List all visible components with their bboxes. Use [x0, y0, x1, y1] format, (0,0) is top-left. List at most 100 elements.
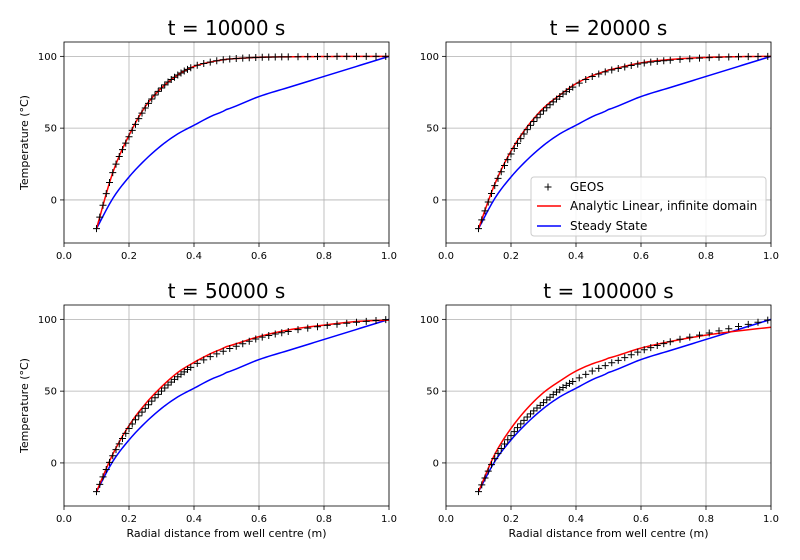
- data-point: [245, 54, 253, 62]
- data-point: [647, 58, 655, 66]
- data-point: [530, 117, 538, 125]
- x-tick-label: 1.0: [381, 514, 397, 525]
- data-point: [353, 318, 360, 326]
- data-point: [517, 135, 525, 143]
- data-point: [115, 440, 123, 448]
- data-point: [372, 52, 380, 60]
- legend-label-steady-state: Steady State: [570, 219, 647, 233]
- x-tick-label: 0.2: [121, 514, 137, 525]
- legend-frame: [530, 176, 767, 237]
- legend-label-analytic: Analytic Linear, infinite domain: [570, 199, 757, 213]
- y-tick-label: 0: [51, 195, 57, 206]
- data-point: [122, 139, 130, 147]
- data-point: [206, 58, 214, 66]
- data-point: [343, 52, 351, 60]
- data-point: [517, 420, 525, 428]
- data-point: [543, 104, 551, 112]
- data-point: [99, 201, 107, 209]
- axes-frame: [63, 304, 390, 507]
- data-point: [122, 429, 130, 437]
- data-point: [219, 347, 227, 355]
- x-tick-label: 0.2: [503, 514, 519, 525]
- data-point: [145, 401, 152, 409]
- data-point: [725, 325, 733, 333]
- data-point: [154, 390, 162, 398]
- subplot-title: t = 10000 s: [168, 16, 286, 40]
- series-line-steady-state: [95, 318, 389, 492]
- data-point: [640, 346, 648, 354]
- data-point: [744, 53, 752, 61]
- plot-area: 0.0 0.2 0.4 0.6 0.8 1.0 0 50 100: [38, 41, 397, 262]
- data-point: [96, 213, 104, 221]
- x-tick-label: 0.4: [568, 251, 584, 262]
- data-point: [501, 162, 508, 170]
- data-point: [510, 145, 518, 153]
- x-axis-label: Radial distance from well centre (m): [127, 527, 327, 540]
- series-line-analytic-linear-infinite-domain: [477, 326, 771, 492]
- x-tick-label: 0.8: [316, 514, 332, 525]
- data-point: [232, 342, 240, 350]
- x-axis-label: Radial distance from well centre (m): [509, 527, 709, 540]
- data-point: [314, 323, 321, 331]
- data-point: [278, 329, 286, 337]
- data-point: [696, 331, 703, 339]
- data-point: [484, 198, 492, 206]
- data-point: [125, 133, 133, 141]
- data-point: [141, 104, 149, 112]
- plot-area: 0.0 0.2 0.4 0.6 0.8 1.0 0 50 100: [38, 304, 397, 525]
- series-group: [475, 316, 771, 496]
- data-point: [497, 168, 505, 176]
- axes-background: [64, 42, 389, 243]
- data-point: [478, 481, 486, 489]
- data-point: [148, 397, 156, 405]
- data-point: [304, 324, 312, 332]
- data-point: [132, 416, 139, 424]
- data-point: [135, 412, 143, 420]
- data-point: [478, 216, 486, 224]
- data-point: [540, 107, 547, 115]
- data-point: [634, 348, 642, 356]
- axes-frame: [445, 41, 772, 244]
- data-point: [527, 410, 534, 418]
- data-point: [96, 480, 104, 488]
- y-tick-label: 100: [420, 315, 439, 326]
- data-point: [213, 350, 221, 358]
- x-tick-label: 1.0: [763, 514, 779, 525]
- data-point: [533, 114, 541, 122]
- y-tick-label: 0: [51, 458, 57, 469]
- subplot-4: 0.0 0.2 0.4 0.6 0.8 1.0 0 50 100 t = 100000 s Ra…: [420, 279, 779, 540]
- data-point: [634, 60, 642, 68]
- x-tick-label: 0.0: [56, 251, 72, 262]
- data-point: [491, 182, 499, 190]
- data-point: [725, 53, 733, 61]
- x-tick-label: 1.0: [763, 251, 779, 262]
- data-point: [265, 53, 273, 61]
- data-point: [660, 57, 668, 65]
- data-point: [333, 52, 341, 60]
- data-point: [161, 384, 169, 392]
- data-point: [226, 55, 234, 63]
- data-point: [164, 381, 172, 389]
- data-point: [239, 340, 247, 348]
- data-point: [481, 474, 489, 482]
- data-point: [582, 370, 590, 378]
- data-point: [627, 351, 635, 359]
- geos-markers: [475, 316, 771, 496]
- series-line-steady-state: [95, 55, 389, 229]
- data-point: [754, 318, 762, 326]
- data-point: [125, 424, 133, 432]
- series-line-steady-state: [477, 318, 771, 492]
- data-point: [102, 465, 110, 473]
- data-point: [595, 70, 603, 78]
- data-point: [193, 359, 201, 367]
- data-point: [323, 52, 331, 60]
- data-point: [608, 66, 616, 74]
- data-point: [744, 320, 752, 328]
- x-tick-label: 0.8: [698, 514, 714, 525]
- data-point: [666, 56, 674, 64]
- data-point: [314, 53, 321, 61]
- data-point: [112, 446, 120, 454]
- data-point: [109, 169, 117, 177]
- data-point: [621, 63, 629, 71]
